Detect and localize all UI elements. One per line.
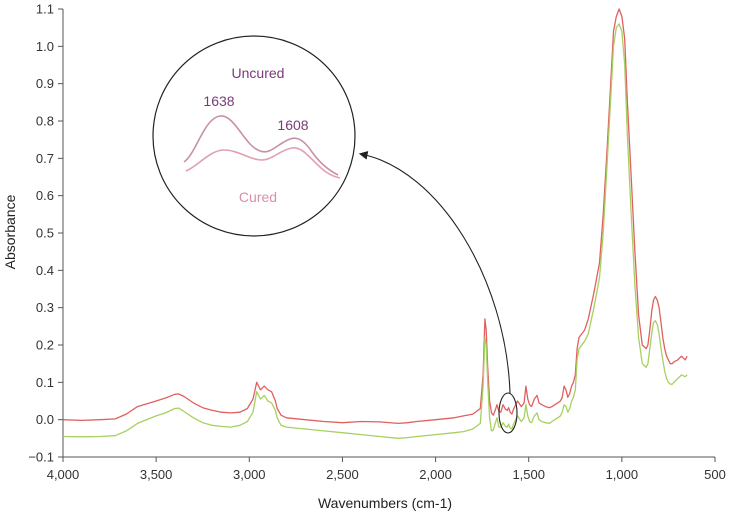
inset-label-uncured: Uncured (232, 65, 285, 81)
y-tick-label: 0.6 (36, 188, 54, 203)
inset-zoom: Uncured 1638 1608 Cured (152, 35, 356, 237)
callout-arrow (358, 151, 511, 394)
y-tick-label: 0.5 (36, 226, 54, 241)
inset-uncured-curve (183, 115, 339, 176)
x-tick-label: 3,500 (140, 467, 173, 482)
y-tick-label: 0.1 (36, 375, 54, 390)
inset-label-1608: 1608 (277, 117, 308, 133)
y-tick-label: 1.1 (36, 2, 54, 17)
series-line-uncured (62, 8, 688, 425)
x-tick-group: 4,000 3,500 3,000 2,500 2,000 1,500 1,000 500 (47, 457, 726, 482)
x-tick-label: 500 (704, 467, 726, 482)
inset-circle (152, 35, 356, 237)
x-tick-label: 1,500 (512, 467, 545, 482)
inset-cured-curve (185, 147, 341, 179)
series-line-cured (62, 23, 688, 439)
y-tick-label: 0.2 (36, 338, 54, 353)
highlight-ellipse (498, 392, 518, 434)
y-tick-label: 0.9 (36, 76, 54, 91)
y-tick-group: −0.1 0.0 0.1 0.2 0.3 0.4 0.5 0.6 0.7 0.8 0.9 1.0 1.1 (28, 2, 63, 465)
x-tick-label: 2,500 (326, 467, 359, 482)
x-tick-label: 1,000 (606, 467, 639, 482)
y-tick-label: 0.4 (36, 263, 54, 278)
inset-label-1638: 1638 (203, 93, 234, 109)
y-tick-label: 0.3 (36, 300, 54, 315)
y-axis-title: Absorbance (2, 194, 18, 269)
x-axis-title: Wavenumbers (cm-1) (318, 495, 452, 511)
series-group (62, 8, 688, 439)
x-tick-label: 2,000 (419, 467, 452, 482)
x-tick-label: 3,000 (233, 467, 266, 482)
x-tick-label: 4,000 (47, 467, 80, 482)
axes (62, 9, 715, 458)
y-tick-label: 0.7 (36, 151, 54, 166)
y-tick-label: 1.0 (36, 39, 54, 54)
y-tick-label: 0.8 (36, 114, 54, 129)
y-tick-label: −0.1 (28, 450, 54, 465)
y-tick-label: 0.0 (36, 412, 54, 427)
inset-label-cured: Cured (239, 189, 277, 205)
